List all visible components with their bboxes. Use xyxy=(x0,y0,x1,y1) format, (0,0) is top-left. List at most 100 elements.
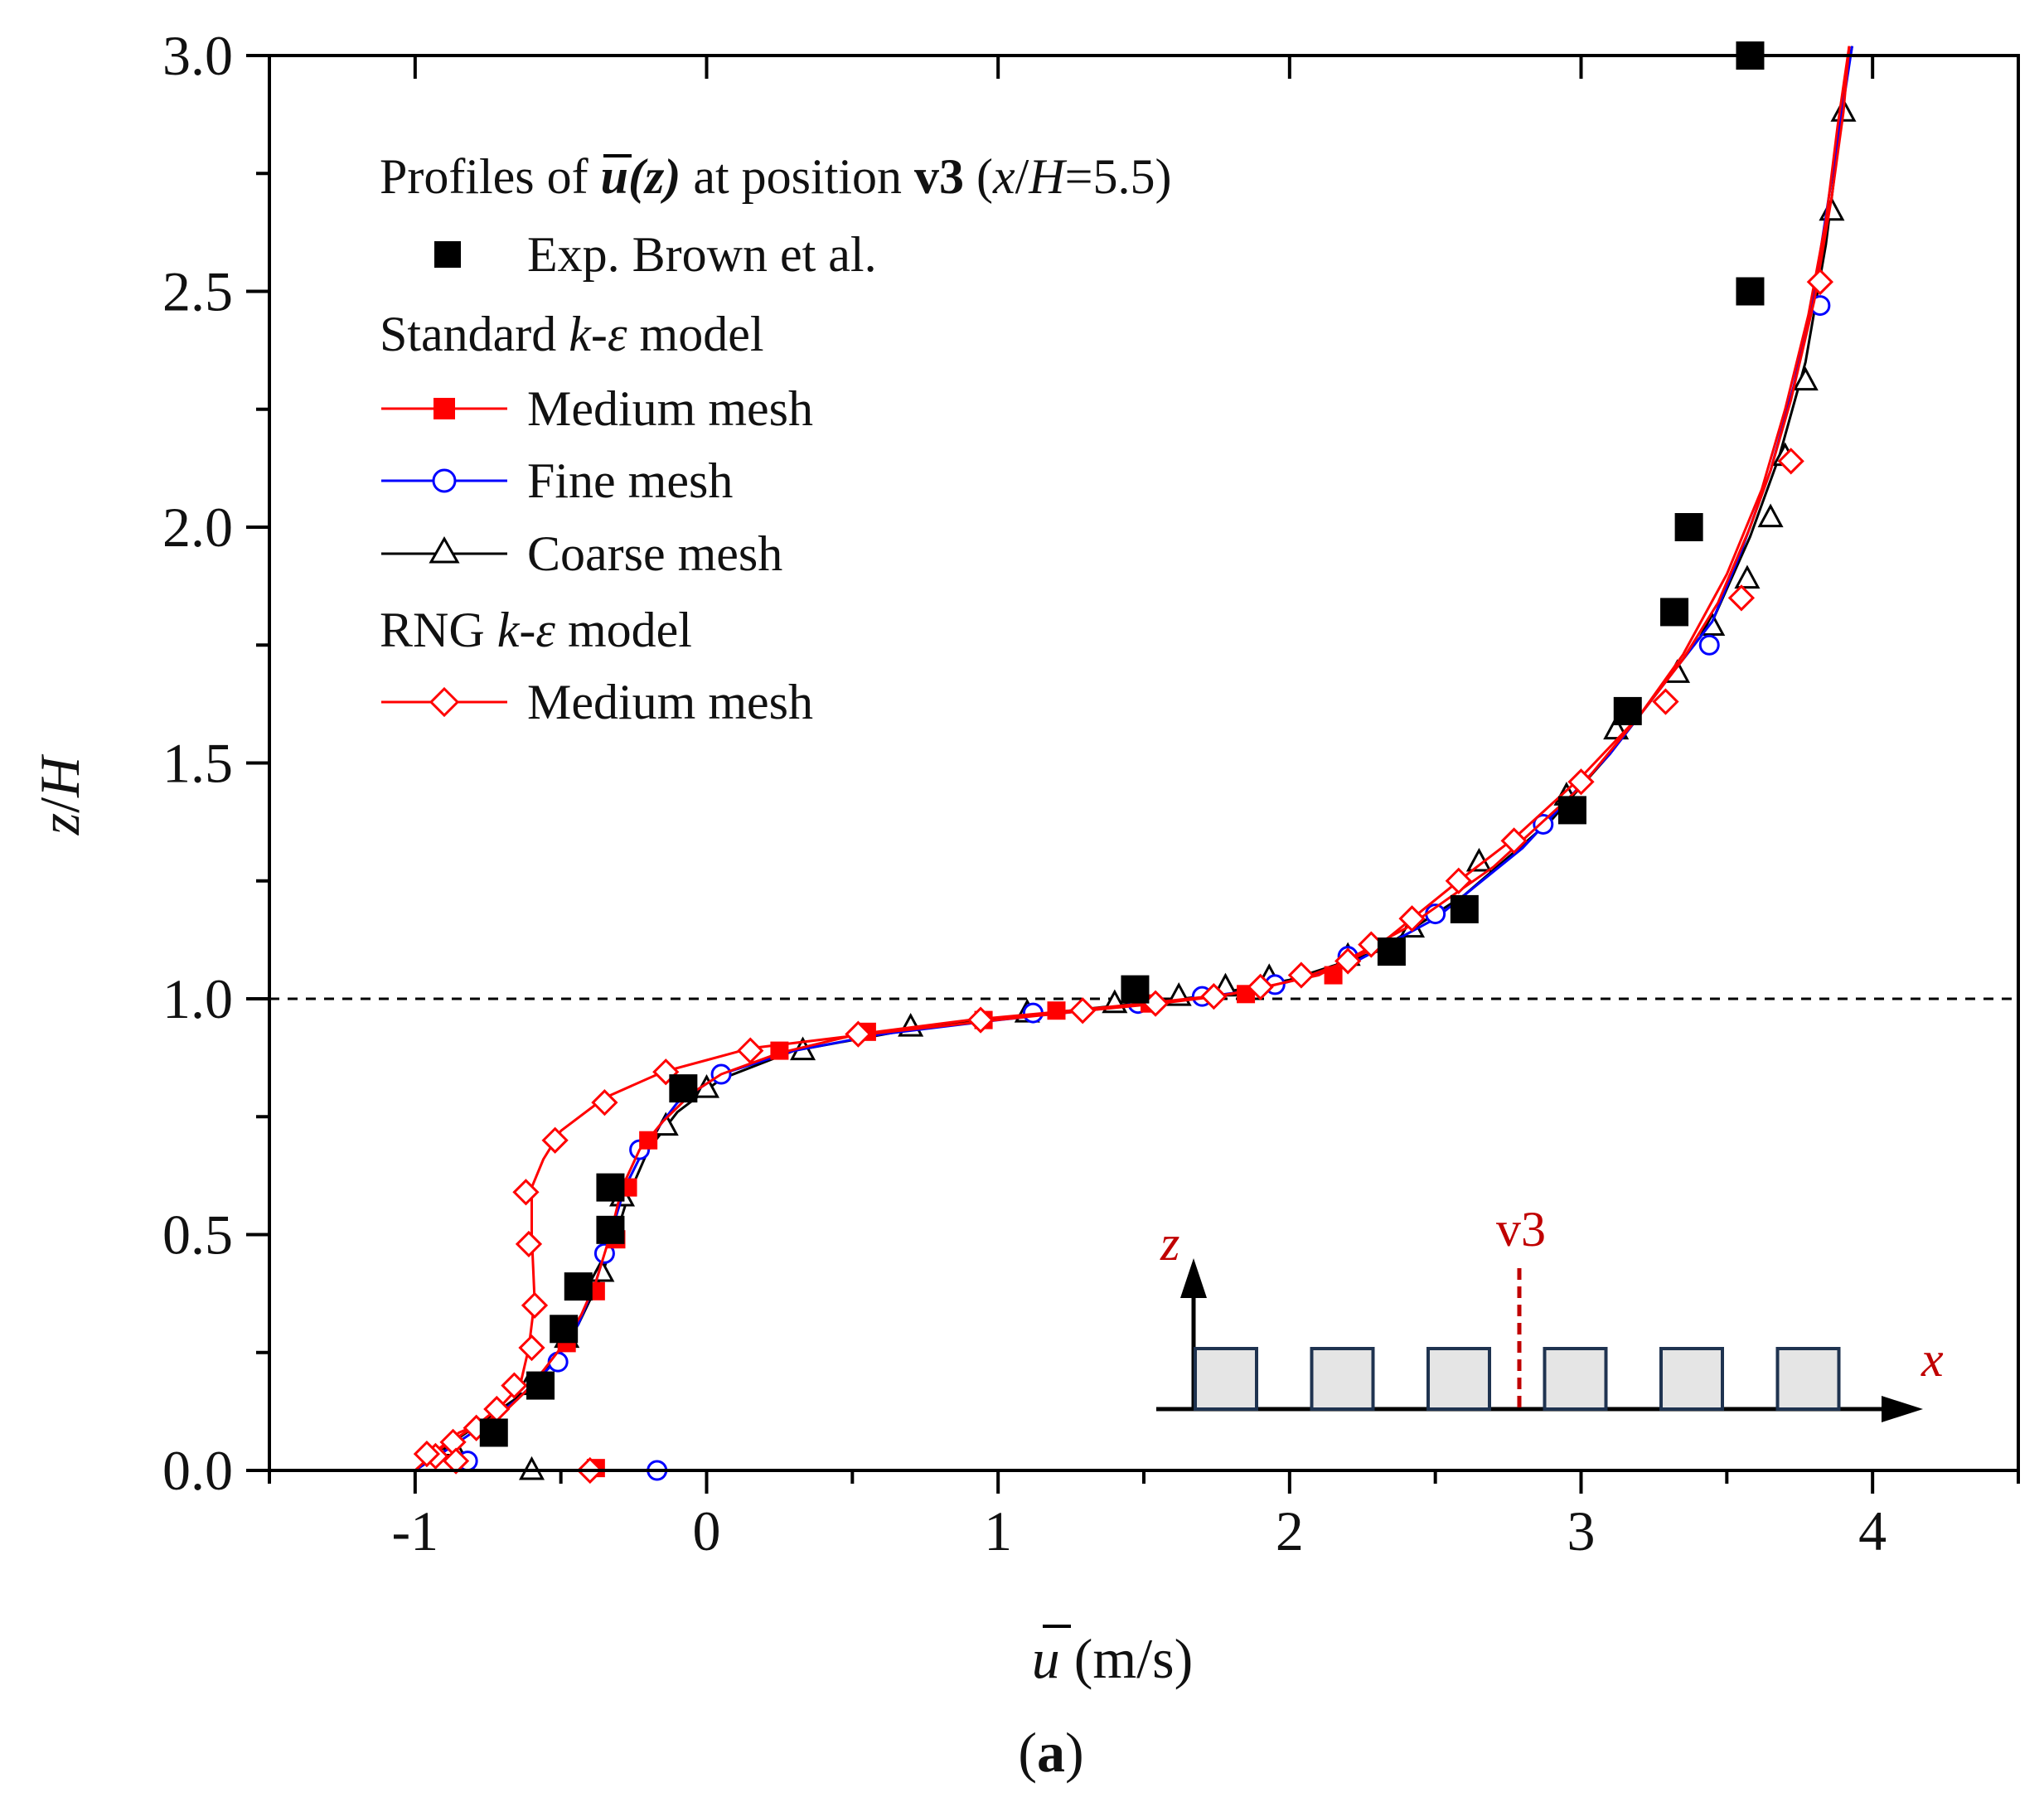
axis-ticks xyxy=(246,54,2020,1494)
data-point-diamond xyxy=(518,1334,545,1362)
data-point-triangle xyxy=(1734,564,1761,589)
data-point-triangle xyxy=(1792,366,1819,391)
inset-position-label: v3 xyxy=(1496,1202,1546,1257)
data-point-circle xyxy=(1698,634,1720,656)
data-point-exp xyxy=(596,1173,625,1202)
data-point-square xyxy=(639,1131,658,1150)
legend-group-rng: RNG k-ε model xyxy=(380,603,692,657)
title-middle: at position xyxy=(681,149,914,204)
data-point-diamond xyxy=(512,1179,540,1206)
data-point-diamond xyxy=(1727,584,1756,612)
y-tick-label: 0.5 xyxy=(162,1204,233,1267)
data-point-triangle xyxy=(588,1257,615,1282)
series-line xyxy=(429,46,1851,1458)
legend-group-standard: Standard k-ε model xyxy=(380,307,764,361)
data-point-triangle xyxy=(1757,503,1784,528)
title-loc-rest: =5.5) xyxy=(1065,149,1172,204)
y-axis-label: z/H xyxy=(28,753,91,836)
data-point-diamond xyxy=(1398,905,1426,932)
y-axis-label-var2: H xyxy=(28,753,91,798)
data-point-diamond xyxy=(1652,688,1679,715)
title-position: v3 xyxy=(914,149,964,204)
y-tick-label: 3.0 xyxy=(162,24,233,87)
legend-group-standard-suffix: model xyxy=(627,307,764,361)
data-point-exp xyxy=(1557,796,1586,825)
data-point-diamond xyxy=(541,1126,569,1154)
data-point-diamond xyxy=(966,1006,995,1034)
series-4 xyxy=(413,46,1851,1485)
data-point-exp xyxy=(1674,513,1703,541)
x-tick-label: 3 xyxy=(1567,1499,1596,1562)
data-point-exp xyxy=(1121,975,1150,1004)
x-tick-label: 2 xyxy=(1276,1499,1304,1562)
data-point-exp xyxy=(526,1371,555,1400)
title-loc-sep: / xyxy=(1015,149,1029,204)
data-point-diamond xyxy=(1200,983,1228,1010)
x-axis-label-unit: (m/s) xyxy=(1060,1627,1194,1690)
data-point-diamond xyxy=(413,1440,441,1468)
title-loc-var1: x xyxy=(992,149,1015,204)
inset-building xyxy=(1310,1347,1375,1411)
plot-frame xyxy=(268,54,2020,1472)
legend-group-standard-var: k-ε xyxy=(569,307,627,361)
legend: Profiles of u(z) at position v3 (x/H=5.5… xyxy=(380,149,1171,729)
series-0 xyxy=(479,41,1765,1447)
figure-caption: (a) xyxy=(1018,1721,1083,1784)
title-var: u xyxy=(601,149,628,204)
data-point-diamond xyxy=(1445,867,1472,894)
legend-sample-std-coarse xyxy=(381,535,507,564)
y-tick-labels: 0.0 0.5 1.0 1.5 2.0 2.5 3.0 xyxy=(162,24,233,1502)
legend-group-rng-text: RNG xyxy=(380,603,497,657)
inset-z-arrowhead xyxy=(1180,1258,1207,1298)
data-point-diamond xyxy=(442,1447,470,1475)
y-tick-label: 2.5 xyxy=(162,260,233,323)
legend-group-rng-var: k-ε xyxy=(497,603,556,657)
data-point-exp xyxy=(479,1418,508,1447)
x-tick-labels: -1 0 1 2 3 4 xyxy=(392,1499,1887,1562)
legend-marker-exp xyxy=(434,241,461,268)
legend-label-std-coarse: Coarse mesh xyxy=(527,526,782,581)
inset-buildings xyxy=(1194,1347,1841,1411)
data-point-exp xyxy=(550,1315,579,1344)
data-point-diamond xyxy=(845,1020,872,1048)
legend-label-exp: Exp. Brown et al. xyxy=(527,227,877,282)
y-axis-label-sep: / xyxy=(28,797,91,813)
data-point-exp xyxy=(669,1074,698,1103)
x-axis-label: u (m/s) xyxy=(1032,1627,1194,1690)
data-point-diamond xyxy=(1069,997,1097,1024)
x-tick-label: 1 xyxy=(984,1499,1012,1562)
legend-label-std-fine: Fine mesh xyxy=(527,453,733,508)
legend-sample-rng-medium xyxy=(381,686,507,718)
legend-group-rng-suffix: model xyxy=(555,603,692,657)
data-point-exp xyxy=(1613,696,1642,725)
data-point-square xyxy=(1324,966,1343,985)
inset-building xyxy=(1543,1347,1608,1411)
chart-title: Profiles of u(z) at position v3 (x/H=5.5… xyxy=(380,149,1171,204)
title-prefix: Profiles of xyxy=(380,149,601,204)
inset-x-arrowhead xyxy=(1882,1396,1923,1422)
title-loc-open: ( xyxy=(964,149,993,204)
data-point-circle xyxy=(1533,813,1554,835)
caption-open: ( xyxy=(1018,1721,1037,1784)
data-point-square xyxy=(1047,1001,1066,1020)
data-point-exp xyxy=(596,1215,625,1244)
inset-building xyxy=(1426,1347,1491,1411)
inset-x-label: x xyxy=(1920,1332,1944,1387)
inset-z-label: z xyxy=(1160,1216,1179,1271)
data-point-exp xyxy=(1450,894,1479,923)
data-point-diamond xyxy=(1777,448,1804,475)
data-point-diamond xyxy=(1567,768,1595,796)
data-point-diamond xyxy=(501,1372,528,1399)
y-tick-label: 2.0 xyxy=(162,496,233,559)
x-tick-label: 4 xyxy=(1858,1499,1887,1562)
data-point-exp xyxy=(1377,937,1406,966)
y-tick-label: 0.0 xyxy=(162,1439,233,1502)
legend-group-standard-text: Standard xyxy=(380,307,569,361)
inset-building xyxy=(1659,1347,1724,1411)
legend-sample-std-medium xyxy=(381,398,507,419)
data-point-diamond xyxy=(1500,827,1528,855)
inset-schematic: v3 x z xyxy=(1156,1202,1944,1422)
title-var-arg: (z) xyxy=(628,149,681,204)
caption-letter: a xyxy=(1037,1721,1065,1784)
